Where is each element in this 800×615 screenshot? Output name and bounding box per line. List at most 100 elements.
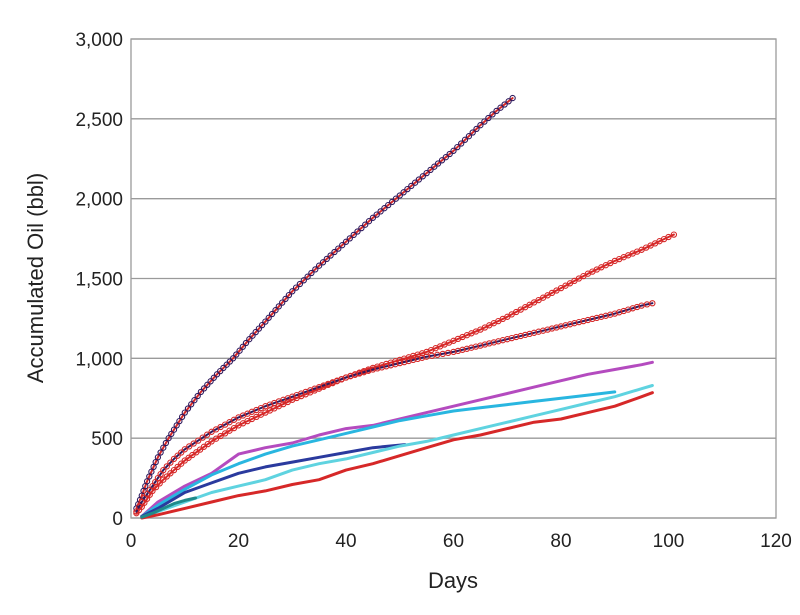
series-4 bbox=[140, 360, 654, 518]
data-point bbox=[373, 211, 380, 218]
data-point bbox=[377, 208, 384, 215]
data-point bbox=[339, 242, 346, 249]
data-point bbox=[282, 295, 289, 303]
data-point bbox=[233, 351, 240, 358]
x-tick-label: 60 bbox=[443, 531, 464, 552]
data-point bbox=[255, 325, 263, 332]
data-point bbox=[544, 326, 551, 333]
series-3 bbox=[133, 300, 656, 515]
data-point bbox=[178, 413, 186, 421]
series-7 bbox=[140, 384, 654, 519]
data-point bbox=[419, 173, 426, 180]
data-point bbox=[154, 454, 162, 461]
data-point bbox=[200, 385, 208, 392]
data-point bbox=[226, 427, 233, 434]
data-point bbox=[504, 336, 511, 343]
series-4-line bbox=[140, 360, 654, 518]
data-point bbox=[246, 336, 253, 343]
data-point bbox=[493, 107, 500, 115]
tick-labels: 0 500 1,000 1,500 2,000 2,500 3,000 0 20 40 60 80 10… bbox=[75, 30, 791, 552]
data-point bbox=[190, 440, 197, 447]
data-point bbox=[170, 455, 178, 463]
series-group bbox=[133, 94, 678, 520]
data-point bbox=[400, 189, 407, 196]
y-tick-label: 1,000 bbox=[75, 349, 123, 370]
x-tick-label: 100 bbox=[653, 531, 685, 552]
y-tick-label: 1,500 bbox=[75, 270, 123, 291]
data-point bbox=[252, 328, 259, 336]
data-point bbox=[178, 449, 185, 456]
data-point bbox=[465, 133, 473, 140]
data-point bbox=[194, 392, 201, 400]
data-point bbox=[649, 300, 656, 307]
data-point bbox=[230, 424, 238, 432]
data-point bbox=[374, 365, 381, 372]
series-9-line bbox=[140, 496, 197, 519]
data-point bbox=[450, 147, 457, 154]
series-6 bbox=[140, 443, 407, 518]
data-point bbox=[365, 218, 373, 225]
data-point bbox=[167, 470, 174, 477]
data-point bbox=[173, 422, 180, 429]
series-5-line bbox=[140, 390, 617, 518]
y-tick-label: 500 bbox=[91, 429, 123, 450]
data-point bbox=[459, 346, 466, 353]
data-point bbox=[170, 426, 178, 433]
data-point bbox=[217, 432, 224, 440]
data-point bbox=[174, 452, 181, 459]
data-point bbox=[213, 371, 221, 378]
data-point bbox=[160, 476, 167, 483]
data-point bbox=[210, 374, 217, 381]
data-point bbox=[446, 150, 453, 158]
data-point bbox=[181, 409, 188, 416]
y-tick-label: 3,000 bbox=[75, 30, 123, 51]
data-point bbox=[396, 359, 403, 367]
data-point bbox=[392, 195, 400, 202]
data-point bbox=[191, 397, 198, 404]
data-point bbox=[275, 303, 282, 310]
data-point bbox=[170, 466, 178, 474]
y-tick-label: 2,500 bbox=[75, 110, 123, 131]
data-point bbox=[181, 446, 188, 453]
gridlines bbox=[130, 38, 777, 519]
data-point bbox=[188, 401, 195, 408]
data-point bbox=[350, 231, 357, 239]
data-point bbox=[162, 439, 170, 447]
data-point bbox=[163, 463, 170, 470]
data-point bbox=[226, 358, 234, 365]
data-point bbox=[265, 314, 272, 321]
data-point bbox=[203, 431, 211, 438]
data-point bbox=[184, 405, 192, 412]
data-point bbox=[289, 288, 296, 295]
data-point bbox=[354, 228, 361, 235]
data-point bbox=[454, 143, 461, 151]
data-point bbox=[167, 459, 174, 466]
x-tick-label: 0 bbox=[126, 531, 137, 552]
x-tick-label: 40 bbox=[335, 531, 356, 552]
data-point bbox=[442, 154, 449, 161]
data-point bbox=[135, 503, 143, 510]
data-point bbox=[505, 98, 512, 105]
data-point bbox=[408, 182, 415, 190]
series-2-line bbox=[135, 233, 675, 515]
data-point bbox=[396, 192, 403, 199]
data-point bbox=[308, 269, 315, 277]
series-8-line bbox=[140, 391, 654, 520]
data-point bbox=[186, 443, 193, 450]
data-point bbox=[497, 104, 504, 111]
data-point bbox=[242, 339, 250, 347]
x-tick-label: 80 bbox=[550, 531, 571, 552]
data-point bbox=[665, 233, 672, 241]
data-point bbox=[346, 235, 353, 242]
data-point bbox=[160, 444, 167, 451]
data-point bbox=[174, 463, 181, 471]
data-point bbox=[589, 315, 596, 323]
data-point bbox=[485, 114, 492, 122]
plot-area-border bbox=[130, 38, 777, 519]
data-point bbox=[220, 364, 227, 372]
data-point bbox=[369, 214, 377, 221]
data-point bbox=[197, 388, 205, 396]
data-point bbox=[223, 361, 230, 368]
series-5 bbox=[140, 390, 617, 518]
